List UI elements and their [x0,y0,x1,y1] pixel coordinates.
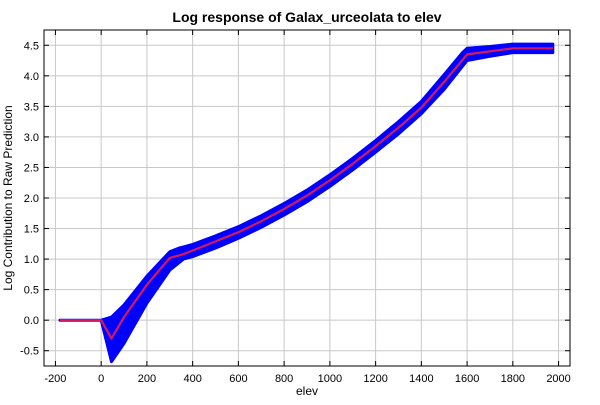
y-tick-label: 0.0 [24,315,39,327]
mean-line [60,47,553,340]
axis-ticks: -200 0 200 400 600 800 1000 1200 1400 1600 1800 200… [20,30,571,385]
x-tick-label: 400 [183,373,201,385]
y-tick-label: 1.0 [24,254,39,266]
x-axis-label: elev [296,384,318,398]
chart-title: Log response of Galax_urceolata to elev [172,9,441,25]
x-tick-label: 800 [275,373,293,385]
x-tick-label: 200 [138,373,156,385]
mean-response-line [60,47,553,340]
y-tick-label: -0.5 [20,346,39,358]
x-tick-label: 0 [98,373,104,385]
y-axis-label: Log Contribution to Raw Prediction [1,105,15,290]
y-tick-label: 2.0 [24,193,39,205]
x-tick-label: 600 [229,373,247,385]
x-tick-label: 1000 [318,373,342,385]
x-tick-label: 1600 [455,373,479,385]
x-tick-label: 2000 [546,373,570,385]
y-tick-label: 1.5 [24,224,39,236]
confidence-band [58,42,555,364]
confidence-band-area [58,42,555,364]
y-tick-label: 2.5 [24,162,39,174]
x-tick-label: 1400 [409,373,433,385]
y-tick-label: 0.5 [24,285,39,297]
y-tick-label: 4.0 [24,71,39,83]
y-tick-label: 4.5 [24,40,39,52]
x-tick-label: 1200 [363,373,387,385]
grid-lines [44,30,570,366]
x-tick-label: -200 [44,373,66,385]
x-tick-label: 1800 [501,373,525,385]
y-tick-label: 3.0 [24,132,39,144]
y-tick-label: 3.5 [24,101,39,113]
